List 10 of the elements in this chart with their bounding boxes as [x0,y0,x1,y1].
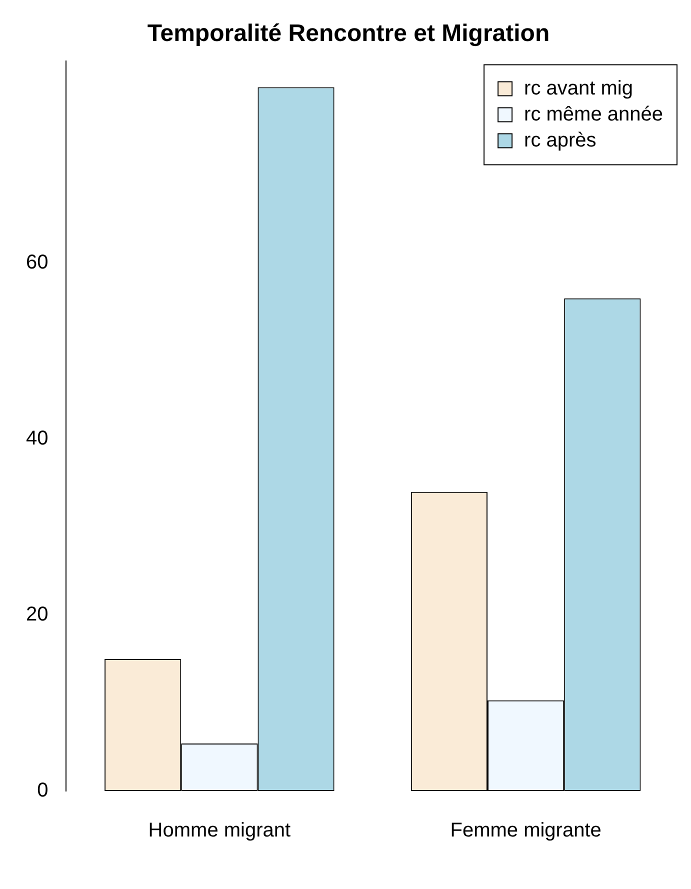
y-tick-label: 60 [26,252,48,274]
legend-label: rc avant mig [524,77,633,100]
legend-label: rc même année [524,103,664,126]
y-tick-label: 0 [37,780,48,802]
legend-label: rc après [524,129,596,152]
chart-title: Temporalité Rencontre et Migration [147,20,550,48]
y-tick-label: 40 [26,428,48,450]
y-tick-label: 20 [26,604,48,626]
x-tick-label: Femme migrante [450,820,602,842]
x-tick-label: Homme migrant [148,820,291,842]
